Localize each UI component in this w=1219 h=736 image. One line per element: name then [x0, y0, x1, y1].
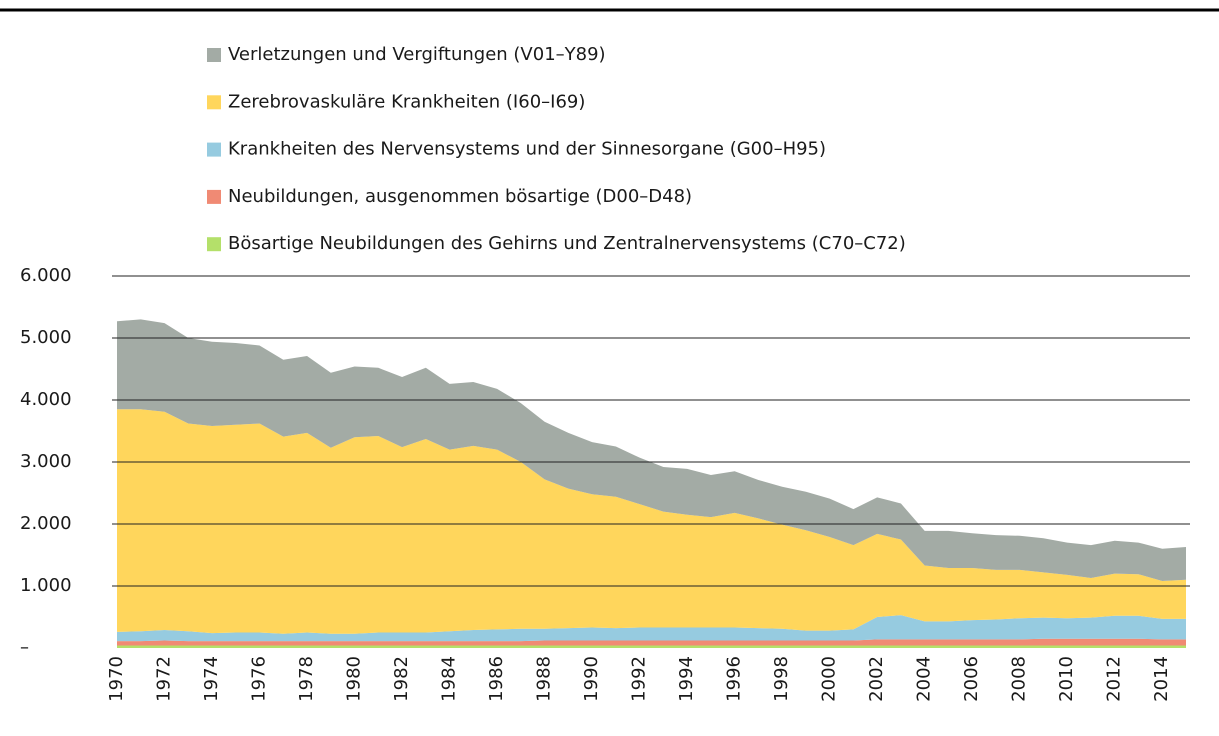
- x-tick-label: 1994: [676, 656, 697, 702]
- area: [117, 409, 1186, 634]
- area: [117, 645, 1186, 648]
- legend-label: Verletzungen und Vergiftungen (V01–Y89): [228, 44, 606, 65]
- x-tick-label: 1984: [439, 656, 460, 702]
- x-tick-label: 1990: [581, 656, 602, 702]
- x-tick-label: 1998: [771, 656, 792, 702]
- x-tick-label: 2014: [1151, 656, 1172, 702]
- y-tick-label: –: [20, 637, 29, 658]
- x-tick-label: 1992: [629, 656, 650, 702]
- legend-swatch: [207, 142, 221, 157]
- legend-label: Zerebrovaskuläre Krankheiten (I60–I69): [228, 91, 585, 112]
- x-tick-label: 1980: [344, 656, 365, 702]
- x-tick-label: 2008: [1009, 656, 1030, 702]
- x-tick-label: 2004: [914, 656, 935, 702]
- x-tick-label: 1976: [249, 656, 270, 702]
- x-tick-label: 1996: [724, 656, 745, 702]
- legend-swatch: [207, 48, 221, 62]
- x-tick-label: 1988: [534, 656, 555, 702]
- x-tick-label: 1986: [486, 656, 507, 702]
- x-tick-label: 2010: [1056, 656, 1077, 702]
- legend-swatch: [207, 95, 221, 110]
- legend-label: Bösartige Neubildungen des Gehirns und Z…: [228, 233, 906, 254]
- area: [117, 615, 1186, 642]
- x-tick-label: 1972: [154, 656, 175, 702]
- x-tick-label: 2002: [866, 656, 887, 702]
- x-tick-label: 1970: [106, 656, 127, 702]
- legend-swatch: [207, 237, 221, 252]
- y-tick-label: 4.000: [20, 389, 72, 410]
- y-tick-label: 5.000: [20, 327, 72, 348]
- y-tick-label: 3.000: [20, 451, 72, 472]
- x-tick-label: 2006: [961, 656, 982, 702]
- y-tick-label: 2.000: [20, 513, 72, 534]
- legend-swatch: [207, 189, 221, 204]
- legend-label: Krankheiten des Nervensystems und der Si…: [228, 139, 826, 160]
- x-tick-label: 2000: [819, 656, 840, 702]
- area: [117, 319, 1186, 582]
- y-tick-label: 6.000: [20, 265, 72, 286]
- x-tick-label: 1982: [391, 656, 412, 702]
- area: [117, 638, 1186, 646]
- x-tick-label: 1978: [296, 656, 317, 702]
- x-tick-label: 2012: [1104, 656, 1125, 702]
- x-tick-label: 1974: [201, 656, 222, 702]
- y-tick-label: 1.000: [20, 575, 72, 596]
- legend-label: Neubildungen, ausgenommen bösartige (D00…: [228, 186, 692, 207]
